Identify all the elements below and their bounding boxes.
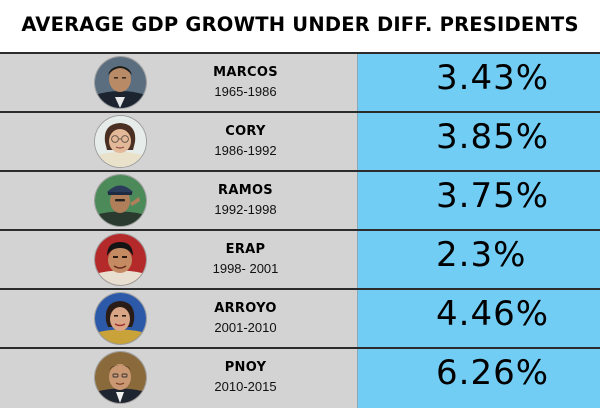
gdp-growth-value: 2.3% (436, 235, 527, 275)
president-info-cell: MARCOS 1965-1986 (0, 54, 357, 111)
portrait-arroyo-icon (95, 293, 146, 344)
president-row: RAMOS 1992-1998 3.75% (0, 172, 600, 231)
portrait-cory-icon (95, 116, 146, 167)
gdp-growth-cell: 3.85% (357, 113, 600, 170)
gdp-growth-value: 3.75% (436, 176, 550, 216)
president-row: ARROYO 2001-2010 4.46% (0, 290, 600, 349)
gdp-growth-value: 3.85% (436, 117, 550, 157)
president-term-years: 1986-1992 (214, 143, 277, 158)
gdp-growth-value: 6.26% (436, 353, 550, 393)
gdp-growth-cell: 3.75% (357, 172, 600, 229)
president-table: MARCOS 1965-1986 3.43% (0, 52, 600, 410)
president-term-years: 1998- 2001 (212, 261, 279, 276)
president-row: CORY 1986-1992 3.85% (0, 113, 600, 172)
gdp-growth-value: 3.43% (436, 58, 550, 98)
president-row: MARCOS 1965-1986 3.43% (0, 54, 600, 113)
portrait-erap-icon (95, 234, 146, 285)
gdp-growth-cell: 2.3% (357, 231, 600, 288)
gdp-growth-cell: 6.26% (357, 349, 600, 408)
gdp-growth-cell: 3.43% (357, 54, 600, 111)
president-name: RAMOS (218, 183, 273, 198)
president-name: ARROYO (214, 301, 277, 316)
president-row: ERAP 1998- 2001 2.3% (0, 231, 600, 290)
portrait-pnoy-icon (95, 352, 146, 403)
president-info-cell: ERAP 1998- 2001 (0, 231, 357, 288)
president-term-years: 1992-1998 (214, 202, 277, 217)
president-info-cell: PNOY 2010-2015 (0, 349, 357, 408)
president-info-cell: CORY 1986-1992 (0, 113, 357, 170)
gdp-growth-value: 4.46% (436, 294, 550, 334)
president-info-cell: ARROYO 2001-2010 (0, 290, 357, 347)
president-name: ERAP (225, 242, 266, 257)
president-term-years: 1965-1986 (214, 84, 277, 99)
infographic-title: AVERAGE GDP GROWTH UNDER DIFF. PRESIDENT… (21, 13, 579, 36)
president-name: MARCOS (213, 65, 278, 80)
president-name: CORY (225, 124, 266, 139)
president-info-cell: RAMOS 1992-1998 (0, 172, 357, 229)
portrait-marcos-icon (95, 57, 146, 108)
president-row: PNOY 2010-2015 6.26% (0, 349, 600, 408)
president-term-years: 2001-2010 (214, 320, 277, 335)
portrait-ramos-icon (95, 175, 146, 226)
president-term-years: 2010-2015 (214, 379, 277, 394)
president-name: PNOY (224, 360, 267, 375)
gdp-growth-cell: 4.46% (357, 290, 600, 347)
